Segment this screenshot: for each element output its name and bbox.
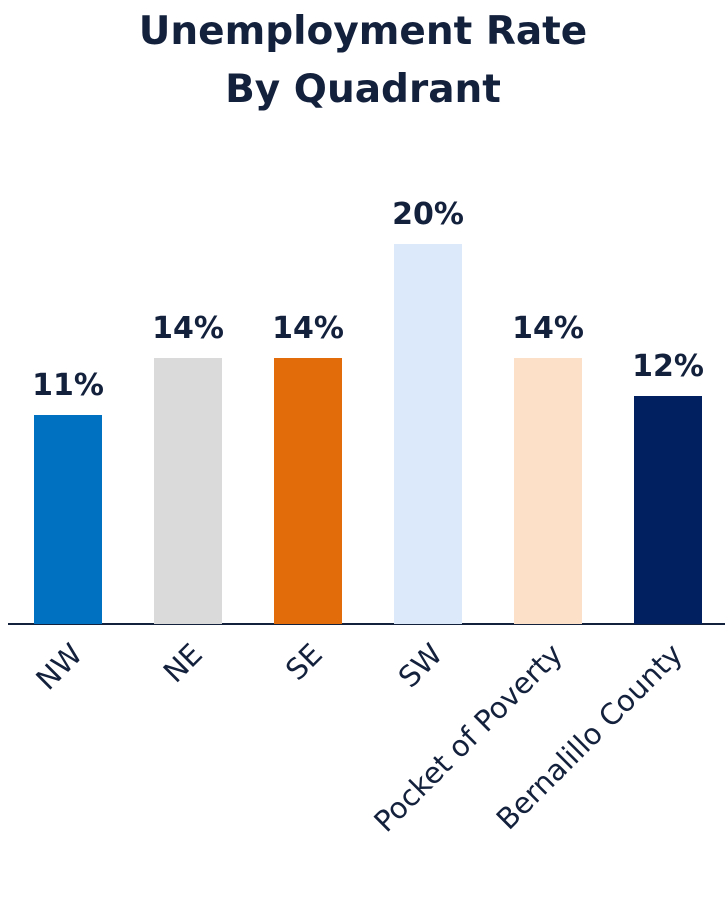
chart-title: Unemployment Rate — [139, 9, 588, 54]
value-label: 11% — [32, 368, 104, 403]
x-tick-label: SW — [392, 637, 449, 694]
x-tick-label: NW — [29, 637, 89, 697]
value-label: 14% — [512, 311, 584, 346]
value-label: 12% — [632, 349, 704, 384]
bar — [34, 415, 102, 624]
bar — [274, 358, 342, 624]
bar — [514, 358, 582, 624]
bar — [394, 244, 462, 624]
chart-title: By Quadrant — [225, 67, 501, 112]
x-tick-label: NE — [157, 637, 209, 689]
bar — [634, 396, 702, 624]
value-label: 20% — [392, 197, 464, 232]
x-tick-label: SE — [279, 637, 329, 687]
value-label: 14% — [152, 311, 224, 346]
value-label: 14% — [272, 311, 344, 346]
bar — [154, 358, 222, 624]
